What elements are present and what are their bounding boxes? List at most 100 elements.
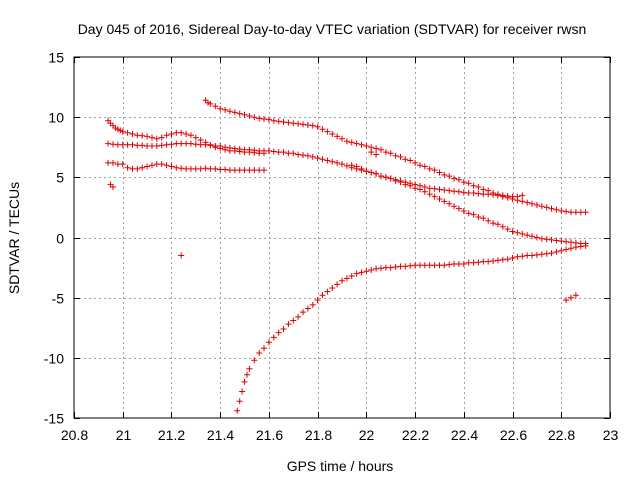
data-point-track-f [533,251,540,258]
data-point-track-f [373,265,380,272]
data-point-track-d [451,175,458,182]
grid-lines [74,57,610,418]
data-point-track-d [226,108,233,115]
data-point-track-e [373,170,380,177]
data-point-track-b [192,141,199,148]
data-point-track-e [378,173,384,180]
data-point-track-d [460,179,467,186]
data-point-track-e [470,190,477,196]
data-point-track-b [475,214,482,220]
data-point-track-e [421,184,428,190]
data-point-track-b [270,148,277,155]
data-point-track-f [251,357,258,364]
data-point-track-d [426,165,433,172]
data-point-track-d [402,156,409,163]
data-point-track-a [178,129,185,136]
data-point-track-b [509,228,516,235]
data-point-track-d [455,176,462,183]
data-point-track-b [314,155,321,162]
data-point-track-d [339,135,345,142]
data-point-track-d [246,113,253,119]
data-point-isolated-points [178,252,185,259]
data-point-track-b [524,232,531,239]
data-point-track-d [222,106,229,113]
data-point-track-f [295,313,302,320]
data-point-track-e [412,181,419,188]
x-tick-label: 22 [359,427,375,443]
data-point-track-f [514,253,521,260]
data-point-track-f [319,292,326,299]
data-point-track-f [402,263,409,270]
data-point-track-d [217,105,224,112]
data-point-track-b [207,142,214,149]
data-point-track-c [158,161,165,168]
data-point-track-d [465,180,472,187]
x-tick-label: 23 [603,427,619,443]
data-point-track-a [129,131,136,137]
data-point-track-f [538,251,545,258]
data-point-track-e [519,192,526,199]
data-point-track-d [358,141,365,148]
data-point-track-a [158,134,165,141]
data-point-track-b [529,233,535,240]
data-point-track-b [543,236,550,243]
data-point-track-b [290,150,297,157]
x-tick-label: 22.6 [500,427,527,443]
data-point-track-b [163,141,170,148]
data-point-track-f [236,398,243,405]
data-point-track-e [407,180,414,187]
data-point-track-b [153,143,160,149]
data-point-track-b [490,220,497,227]
data-point-track-d [524,199,531,206]
data-point-track-e [504,193,511,199]
data-point-track-e [348,162,355,169]
data-point-track-d [285,119,292,126]
data-point-track-d [329,131,336,137]
data-point-track-d [582,209,589,216]
data-point-track-e [485,191,492,198]
data-point-track-b [499,223,506,230]
data-point-track-d [212,103,219,110]
data-point-track-f [329,285,336,291]
data-point-track-f [324,288,331,295]
data-point-track-e [499,192,506,199]
data-point-track-c [222,166,229,173]
data-point-track-f [582,242,589,249]
data-point-track-d [334,133,341,140]
data-point-track-f [577,243,584,250]
x-tick-label: 22.4 [451,427,478,443]
data-point-track-d [256,115,263,122]
data-point-track-d [348,139,355,146]
data-point-track-d [324,128,331,135]
data-point-track-d [251,114,258,121]
data-point-track-d [241,111,248,118]
x-tick-label: 22.2 [402,427,429,443]
data-point-track-f [509,255,516,261]
data-point-track-e [460,189,467,196]
data-point-track-c [110,159,116,166]
data-point-track-d [446,173,453,180]
data-point-isolated-points [368,149,375,156]
data-point-track-f [563,246,570,253]
data-point-track-d [265,116,272,123]
data-point-track-f [358,269,365,276]
data-point-track-f [314,297,321,304]
data-point-track-d [441,171,448,178]
data-point-track-d [533,202,540,208]
data-point-track-b [514,229,521,236]
data-point-track-f [239,388,246,395]
data-point-track-d [231,109,238,116]
data-point-track-b [158,142,165,149]
data-point-track-b [431,193,438,200]
data-point-track-d [470,182,477,189]
data-point-track-c [149,162,155,169]
data-point-track-b [558,238,565,245]
data-point-track-e [441,187,448,193]
data-point-track-b [465,210,472,217]
data-point-track-b [470,211,477,218]
data-point-track-f [246,365,253,372]
data-point-track-e [490,191,497,198]
data-point-track-b [538,235,545,242]
